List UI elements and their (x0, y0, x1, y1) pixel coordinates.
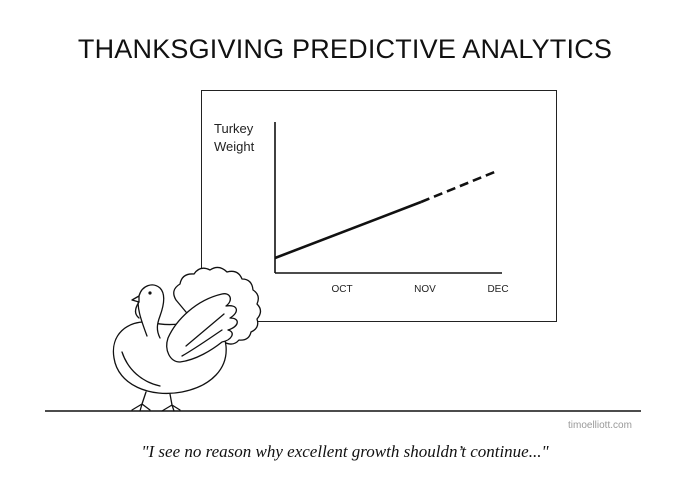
turkey-wattle (134, 301, 140, 319)
cartoon-caption: "I see no reason why excellent growth sh… (141, 442, 549, 461)
turkey-wing-feather-1 (185, 313, 225, 347)
y-axis-label-line-1: Turkey (214, 121, 254, 136)
y-axis-label-line-2: Weight (214, 139, 255, 154)
turkey-wing-feather-2 (181, 329, 223, 357)
turkey-eye (148, 291, 152, 295)
cartoon-title: THANKSGIVING PREDICTIVE ANALYTICS (77, 34, 613, 64)
chart-board (201, 90, 557, 322)
artist-credit: timoelliott.com (568, 420, 632, 431)
x-tick-label-nov: NOV (414, 284, 436, 295)
x-tick-label-dec: DEC (487, 284, 509, 295)
turkey-beak (131, 295, 140, 303)
turkey-leg-right (161, 393, 181, 412)
turkey-illustration (112, 266, 262, 412)
trend-line-actual (274, 200, 422, 260)
trend-line-forecast (420, 169, 498, 204)
turkey-leg-left (131, 391, 151, 412)
chart-y-axis-label: Turkey Weight (214, 120, 254, 156)
turkey-neck-head (137, 284, 165, 339)
turkey-wing (166, 293, 238, 363)
turkey-chest-line (121, 351, 161, 387)
x-tick-label-oct: OCT (331, 284, 353, 295)
